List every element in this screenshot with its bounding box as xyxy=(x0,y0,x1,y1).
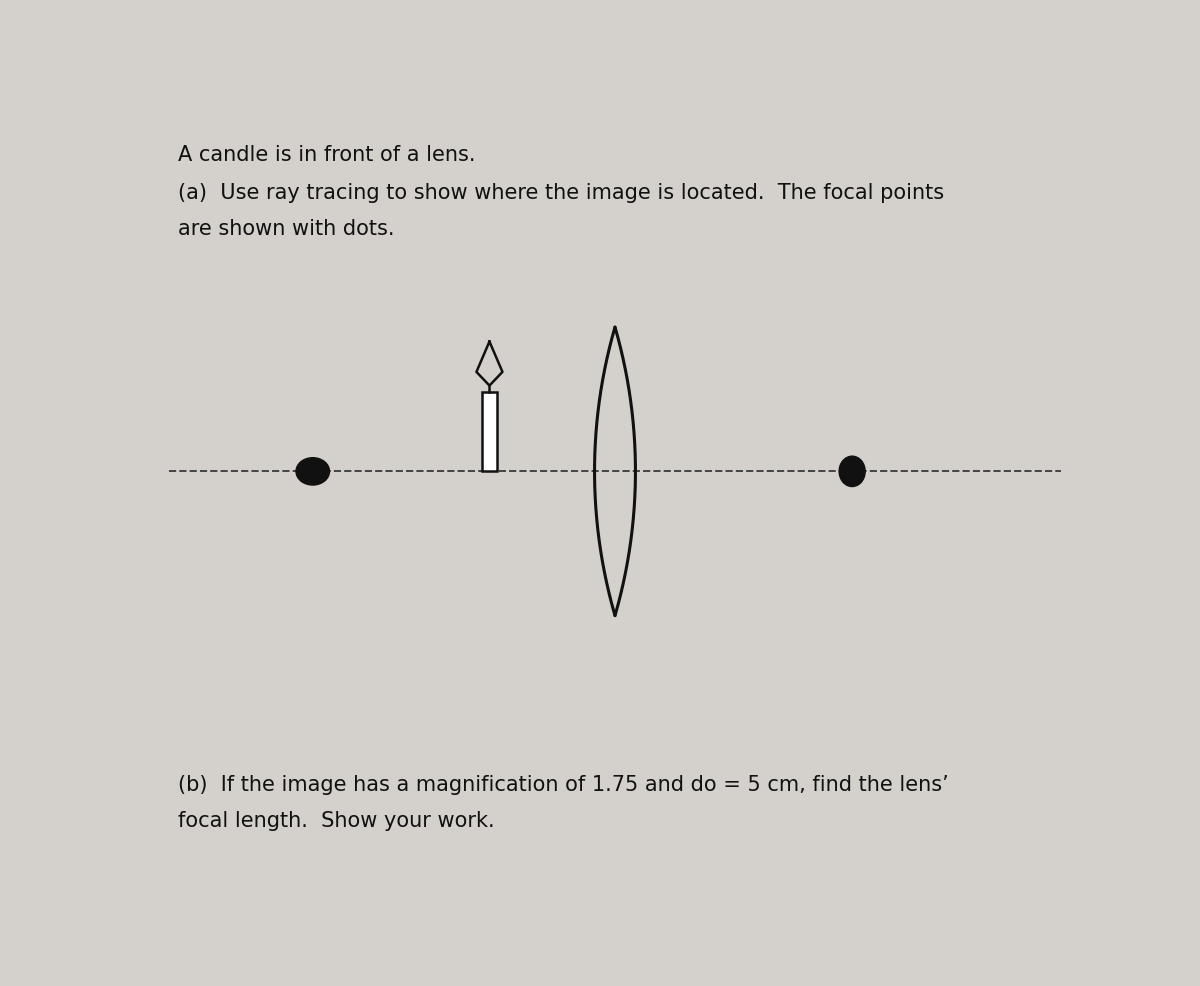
Ellipse shape xyxy=(839,457,865,486)
Text: A candle is in front of a lens.: A candle is in front of a lens. xyxy=(178,145,475,165)
Circle shape xyxy=(296,458,330,485)
FancyBboxPatch shape xyxy=(482,391,497,471)
Text: are shown with dots.: are shown with dots. xyxy=(178,219,395,239)
Text: focal length.  Show your work.: focal length. Show your work. xyxy=(178,810,494,831)
Text: (b)  If the image has a magnification of 1.75 and do = 5 cm, find the lens’: (b) If the image has a magnification of … xyxy=(178,775,949,795)
Text: (a)  Use ray tracing to show where the image is located.  The focal points: (a) Use ray tracing to show where the im… xyxy=(178,182,944,203)
